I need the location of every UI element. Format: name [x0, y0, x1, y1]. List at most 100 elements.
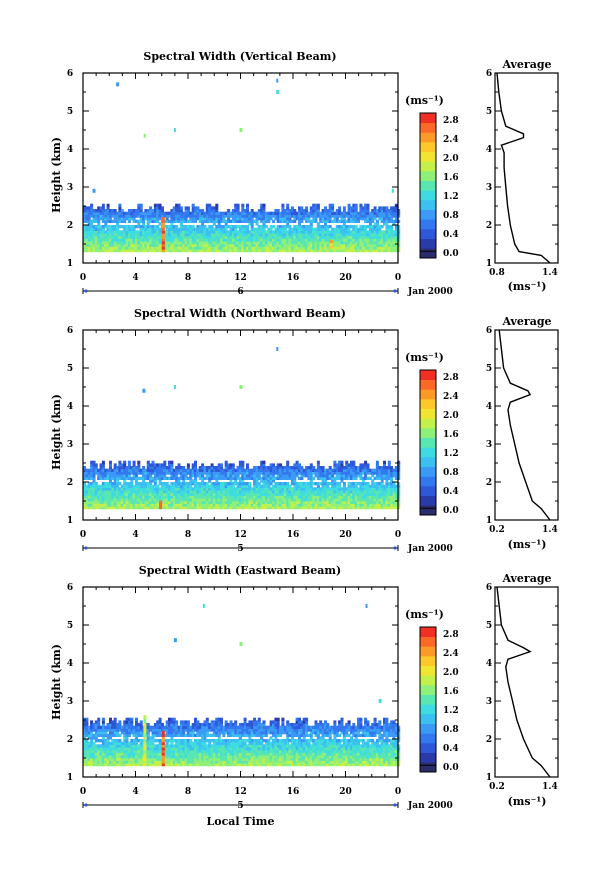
- heatmap-cell: [293, 246, 297, 250]
- heatmap-cell: [120, 474, 124, 478]
- heatmap-cell: [123, 731, 127, 735]
- heatmap-cell: [290, 219, 294, 223]
- heatmap-cell: [99, 752, 103, 756]
- heatmap-cell: [364, 211, 368, 215]
- heatmap-cell: [132, 487, 136, 491]
- heatmap-cell: [142, 217, 146, 221]
- heatmap-cell: [295, 471, 299, 475]
- heatmap-cell: [269, 243, 273, 247]
- heatmap-cell: [135, 736, 138, 740]
- heatmap-cell: [253, 500, 257, 504]
- heatmap-cell: [85, 733, 89, 737]
- heatmap-cell: [101, 211, 105, 215]
- heatmap-cell: [120, 211, 124, 215]
- heatmap-cell: [106, 203, 110, 207]
- heatmap-cell: [205, 227, 209, 231]
- heatmap-cell: [274, 238, 278, 242]
- heatmap-cell: [366, 484, 370, 488]
- heatmap-cell: [94, 482, 98, 486]
- heatmap-cell: [314, 238, 318, 242]
- heatmap-cell: [227, 214, 231, 218]
- heatmap-cell: [309, 246, 313, 250]
- heatmap-cell: [298, 500, 301, 504]
- heatmap-cell: [139, 500, 143, 504]
- heatmap-cell: [92, 463, 96, 467]
- heatmap-cell: [328, 500, 332, 504]
- heatmap-cell: [170, 474, 174, 478]
- heatmap-cell: [83, 725, 86, 729]
- heatmap-cell: [338, 225, 342, 229]
- heatmap-cell: [222, 498, 226, 502]
- heatmap-cell: [194, 241, 197, 245]
- heatmap-cell: [85, 723, 89, 727]
- heatmap-cell: [130, 209, 134, 213]
- heatmap-cell: [158, 741, 162, 745]
- heatmap-cell: [198, 471, 202, 475]
- heatmap-cell: [397, 248, 401, 253]
- heatmap-cell: [302, 217, 306, 221]
- heatmap-cell: [227, 484, 231, 488]
- heatmap-cell: [378, 243, 382, 247]
- heatmap-cell: [354, 487, 358, 491]
- heatmap-cell: [241, 479, 245, 483]
- heatmap-cell: [151, 476, 155, 480]
- heatmap-cell: [198, 468, 202, 472]
- heatmap-cell: [198, 230, 202, 234]
- heatmap-cell: [212, 490, 216, 494]
- heatmap-cell: [354, 498, 358, 502]
- heatmap-cell: [345, 500, 349, 504]
- heatmap-cell: [135, 752, 138, 756]
- heatmap-cell: [345, 246, 349, 250]
- heatmap-cell: [118, 214, 122, 218]
- heatmap-cell: [307, 468, 311, 472]
- heatmap-cell: [165, 498, 169, 502]
- heatmap-cell: [146, 487, 150, 491]
- heatmap-cell: [269, 230, 273, 234]
- heatmap-cell: [375, 246, 379, 250]
- heatmap-cell: [149, 479, 153, 483]
- heatmap-cell: [104, 505, 108, 510]
- heatmap-cell: [135, 495, 138, 499]
- heatmap-cell: [94, 241, 98, 245]
- heatmap-cell: [106, 248, 110, 253]
- heatmap-cell: [231, 209, 235, 213]
- heatmap-cell: [394, 492, 398, 496]
- heatmap-cell: [153, 755, 157, 759]
- heatmap-cell: [324, 468, 327, 472]
- heatmap-cell: [300, 246, 304, 250]
- heatmap-cell: [380, 219, 384, 223]
- heatmap-cell: [168, 227, 171, 231]
- heatmap-cell: [248, 474, 252, 478]
- heatmap-cell: [387, 233, 391, 237]
- heatmap-cell: [350, 487, 353, 491]
- heatmap-cell: [158, 717, 162, 721]
- heatmap-cell: [229, 474, 233, 478]
- heatmap-cell: [316, 214, 320, 218]
- heatmap-cell: [142, 214, 146, 218]
- heatmap-cell: [250, 219, 254, 223]
- heatmap-cell: [288, 495, 292, 499]
- heatmap-cell: [90, 233, 94, 237]
- heatmap-cell: [85, 717, 89, 721]
- heatmap-cell: [380, 241, 384, 245]
- heatmap-cell: [113, 762, 117, 767]
- heatmap-cell: [118, 206, 122, 210]
- heatmap-cell: [137, 238, 141, 242]
- heatmap-cell: [130, 227, 134, 231]
- heatmap-cell: [132, 217, 136, 221]
- heatmap-cell: [210, 490, 214, 494]
- heatmap-cell: [283, 241, 287, 245]
- heatmap-cell: [208, 235, 212, 239]
- heatmap-cell: [146, 227, 150, 231]
- y-tick-label: 6: [486, 69, 492, 79]
- heatmap-cell: [149, 246, 153, 250]
- heatmap-cell: [153, 217, 157, 221]
- heatmap-cell: [87, 211, 91, 215]
- heatmap-cell: [97, 762, 101, 767]
- heatmap-cell: [109, 755, 112, 759]
- heatmap-cell: [380, 471, 384, 475]
- heatmap-plot: [83, 347, 401, 510]
- heatmap-spike: [161, 225, 165, 229]
- heatmap-cell: [234, 206, 238, 210]
- heatmap-cell: [120, 209, 124, 213]
